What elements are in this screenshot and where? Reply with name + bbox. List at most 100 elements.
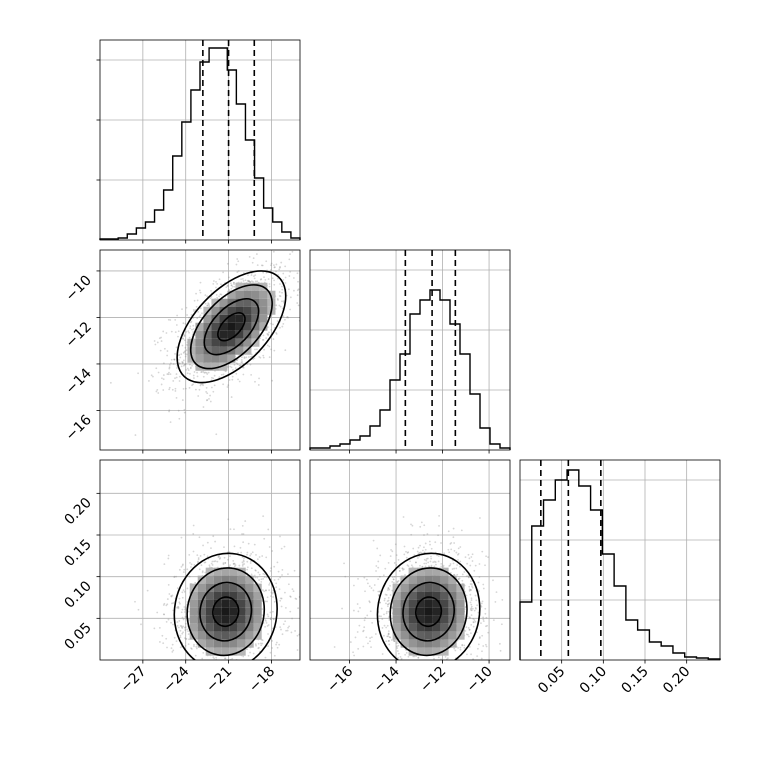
sample-point	[281, 285, 283, 288]
sample-point	[411, 524, 414, 527]
sample-point	[176, 314, 179, 317]
sample-point	[501, 673, 503, 675]
sample-point	[459, 565, 461, 568]
sample-point	[224, 657, 226, 660]
sample-point	[385, 640, 388, 643]
sample-point	[264, 625, 266, 628]
sample-point	[278, 291, 281, 293]
sample-point	[214, 540, 217, 543]
density-cell	[211, 354, 220, 363]
density-cell	[229, 583, 238, 592]
sample-point	[467, 576, 470, 579]
sample-point	[240, 551, 243, 554]
sample-point	[194, 388, 197, 391]
sample-point	[211, 664, 213, 666]
sample-point	[401, 567, 404, 570]
sample-point	[289, 308, 291, 311]
sample-point	[402, 516, 405, 518]
sample-point	[382, 574, 385, 577]
sample-point	[471, 586, 474, 589]
sample-point	[224, 370, 227, 373]
sample-point	[200, 564, 203, 567]
sample-point	[287, 583, 290, 586]
sample-point	[474, 718, 476, 720]
sample-point	[397, 652, 400, 655]
sample-point	[148, 380, 150, 382]
sample-point	[481, 634, 484, 637]
density-cell	[213, 647, 222, 656]
sample-point	[248, 356, 250, 358]
density-cell	[197, 639, 206, 648]
sample-point	[409, 560, 411, 563]
density-cell	[219, 354, 228, 363]
sample-point	[478, 636, 481, 638]
density-cell	[408, 615, 417, 624]
sample-point	[157, 392, 160, 394]
sample-point	[182, 625, 185, 628]
sample-point	[268, 345, 271, 348]
sample-point	[361, 694, 363, 696]
sample-point	[387, 603, 390, 606]
sample-point	[165, 637, 168, 640]
density-cell	[213, 623, 222, 632]
sample-point	[228, 379, 231, 381]
density-cell	[440, 599, 449, 608]
sample-point	[134, 434, 137, 436]
sample-point	[220, 373, 223, 376]
sample-point	[181, 362, 184, 365]
sample-point	[424, 666, 426, 668]
sample-point	[457, 685, 459, 687]
sample-point	[185, 353, 188, 356]
sample-point	[390, 639, 393, 641]
sample-point	[477, 643, 480, 646]
sample-point	[267, 615, 270, 618]
sample-point	[182, 388, 185, 390]
sample-point	[166, 350, 169, 352]
density-cell	[213, 591, 222, 600]
sample-point	[357, 647, 360, 650]
sample-point	[280, 628, 282, 631]
sample-point	[179, 356, 182, 359]
sample-point	[166, 646, 168, 649]
sample-point	[278, 294, 281, 297]
sample-point	[182, 322, 185, 325]
sample-point	[399, 681, 401, 683]
sample-point	[162, 604, 165, 606]
density-cell	[400, 615, 409, 624]
sample-point	[187, 330, 190, 333]
density-cell	[251, 330, 260, 339]
sample-point	[383, 597, 386, 600]
sample-point	[414, 671, 416, 673]
density-cell	[235, 282, 244, 291]
sample-point	[283, 545, 286, 548]
sample-point	[273, 349, 276, 352]
sample-point	[213, 374, 216, 377]
sample-point	[208, 305, 211, 307]
sample-point	[284, 591, 286, 594]
sample-point	[263, 573, 266, 576]
sample-point	[296, 649, 299, 651]
sample-point	[182, 361, 184, 364]
sample-point	[469, 583, 472, 585]
sample-point	[265, 556, 268, 559]
sample-point	[168, 386, 171, 389]
sample-point	[152, 375, 154, 378]
histogram-bin	[380, 410, 390, 450]
sample-point	[472, 625, 475, 628]
density-cell	[424, 607, 433, 616]
histogram-bin	[155, 210, 164, 240]
sample-point	[166, 373, 169, 375]
sample-point	[219, 660, 221, 662]
sample-point	[154, 343, 157, 346]
sample-point	[405, 697, 407, 699]
sample-point	[270, 595, 272, 598]
sample-point	[392, 694, 394, 696]
sample-point	[162, 330, 165, 333]
sample-point	[432, 561, 435, 564]
density-cell	[219, 314, 228, 323]
sample-point	[460, 663, 462, 665]
sample-point	[386, 635, 389, 638]
density-cell	[253, 599, 262, 608]
sample-point	[240, 278, 243, 281]
histogram-bin	[191, 90, 200, 240]
